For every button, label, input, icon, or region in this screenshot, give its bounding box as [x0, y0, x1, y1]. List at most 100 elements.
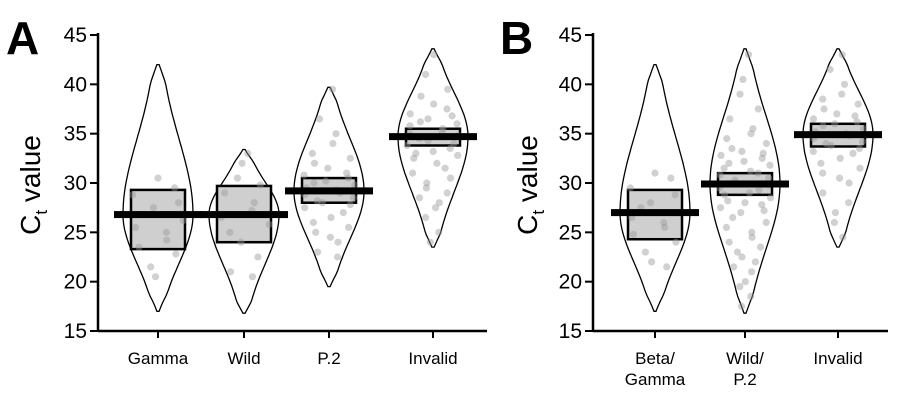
panel-b-group-2-data-point — [849, 149, 857, 157]
panel-a-group-0-data-point — [179, 216, 187, 225]
panel-b-group-1-data-point — [716, 171, 724, 179]
panel-a-group-1-data-point — [238, 159, 246, 167]
panel-b-group-2-data-point — [820, 105, 828, 113]
panel-a-group-3-violin — [397, 48, 469, 248]
panel-b-group-2-data-point — [817, 159, 825, 167]
panel-a-group-2-data-point — [312, 228, 320, 236]
panel-b-y-tick-label: 25 — [559, 221, 582, 244]
panel-a-chart: A Ct value 15 20 25 30 35 40 45 Gamma Wild P.2 Inv… — [6, 12, 487, 368]
panel-b-y-axis-label-tail: value — [512, 135, 543, 210]
panel-b-group-0-data-point — [672, 238, 680, 246]
panel-a-group-2-data-point — [350, 181, 359, 189]
panel-b-group-1-data-point — [744, 51, 753, 59]
panel-a-y-tick-label: 40 — [64, 73, 87, 96]
panel-b-group-1-category-label: Wild/ — [726, 349, 764, 368]
panel-a-group-2-data-point — [327, 213, 335, 222]
panel-b-group-1-data-point — [754, 105, 762, 113]
panel-b-group-2-data-point — [831, 120, 839, 128]
panel-b-group-1-mean-bar — [701, 180, 789, 188]
panel-a-group-2-mean-bar — [285, 187, 373, 195]
panel-b-group-1-data-point — [758, 201, 766, 209]
panel-a-group-2-data-point — [328, 85, 337, 93]
panel-b-group-1-data-point — [730, 263, 738, 271]
panel-a-group-2-data-point — [345, 223, 353, 231]
panel-a-group-3-data-point — [424, 115, 432, 123]
panel-b-group-1-data-point — [741, 278, 749, 286]
panel-a-group-0-data-point — [154, 174, 162, 182]
panel-a-group-2-data-point — [308, 149, 316, 157]
panel-a-group-3-data-point — [443, 105, 451, 113]
panel-b-group-1-data-point — [736, 90, 744, 98]
panel-a-group-2-data-point — [333, 253, 342, 261]
panel-b-group-1-data-point — [728, 144, 736, 153]
panel-a-group-2-data-point — [315, 115, 324, 123]
panel-b-y-tick-label: 45 — [559, 24, 582, 47]
panel-a-group-3-data-point — [422, 184, 430, 192]
panel-b-group-1-data-point — [748, 268, 756, 276]
panel-a-group-2-data-point — [313, 197, 321, 205]
panel-b-marks — [611, 48, 882, 314]
panel-a-group-1-data-point — [248, 273, 256, 281]
panel-a-group-1-mean-bar — [200, 211, 288, 219]
panel-b-group-0-data-point — [626, 184, 634, 192]
panel-a-group-0-data-point — [149, 204, 157, 212]
panel-a-group-3-data-point — [435, 228, 443, 236]
panel-a-group-3-data-point — [432, 204, 440, 212]
panel-a-group-3-data-point — [416, 118, 424, 126]
panel-b-group-2-data-point — [859, 125, 868, 133]
panel-a-axes: 15 20 25 30 35 40 45 Gamma Wild P.2 Invalid — [64, 24, 487, 368]
panel-b-group-2-mean-bar — [794, 131, 882, 139]
panel-a-group-1-category-label: Wild — [227, 349, 260, 368]
panel-a-group-2-data-point — [310, 159, 319, 167]
panel-b-group-1-violin — [709, 48, 781, 314]
panel-b-group-1-data-point — [747, 167, 755, 175]
panel-a-group-3-data-point — [417, 92, 425, 100]
panel-a-y-axis-label: Ct value — [15, 135, 51, 235]
panel-b-group-2-data-point — [853, 118, 861, 126]
panel-a-y-axis-label-tail: value — [15, 135, 46, 210]
panel-a-group-1-data-point — [227, 268, 235, 276]
panel-a-group-3-data-point — [446, 144, 454, 153]
panel-b-y-axis-label: Ct value — [512, 135, 548, 235]
panel-b-group-0-data-point — [661, 223, 669, 231]
panel-a-group-3-data-point — [422, 213, 430, 222]
panel-a-group-3-data-point — [403, 141, 411, 150]
panel-b-group-0-data-point — [648, 258, 656, 266]
panel-a-group-3-data-point — [443, 189, 451, 197]
panel-a-group-0-data-point — [151, 273, 160, 281]
panel-b-group-1-data-point — [762, 139, 771, 148]
panel-a-group-0-data-point — [131, 223, 140, 231]
panel-a-group-3-data-point — [446, 174, 455, 182]
panel-b-group-1-data-point — [748, 228, 756, 236]
panel-a-marks — [114, 48, 477, 314]
panel-a-group-2-data-point — [314, 248, 322, 256]
panel-a-group-3-data-point — [450, 139, 458, 148]
panel-a-group-2-data-point — [301, 204, 309, 212]
panel-a-y-tick-label: 15 — [64, 320, 87, 343]
panel-a-group-2-data-point — [300, 171, 308, 179]
panel-b-group-1-data-point — [725, 159, 733, 167]
panel-a-group-2-data-point — [326, 233, 334, 241]
panel-b-group-1-data-point — [738, 302, 746, 310]
panel-b-group-1-data-point — [733, 248, 742, 256]
panel-b-group-1-data-point — [760, 207, 768, 215]
panel-a-group-1-data-point — [250, 199, 258, 207]
panel-b-group-1-data-point — [747, 130, 755, 138]
panel-b-group-2-data-point — [836, 154, 844, 162]
panel-a-group-3-data-point — [453, 120, 461, 128]
panel-a-group-1-data-point — [256, 181, 264, 189]
panel-b-group-2-data-point — [845, 179, 853, 187]
panel-a-group-0-data-point — [147, 263, 155, 271]
panel-b-group-2-data-point — [831, 209, 840, 217]
panel-a-group-3-data-point — [430, 100, 438, 108]
panel-b-group-1-data-point — [747, 292, 755, 301]
panel-b-group-1-data-point — [738, 147, 746, 155]
panel-a-group-3-data-point — [415, 194, 424, 202]
panel-a-y-tick-label: 45 — [64, 24, 87, 47]
panel-b-group-0-data-point — [646, 199, 655, 207]
panel-b-group-1-data-point — [737, 209, 745, 217]
panel-b-group-1-data-point — [751, 258, 760, 266]
panel-b-group-0-category-label: Beta/ — [635, 349, 675, 368]
panel-a-group-3-data-point — [433, 159, 441, 167]
